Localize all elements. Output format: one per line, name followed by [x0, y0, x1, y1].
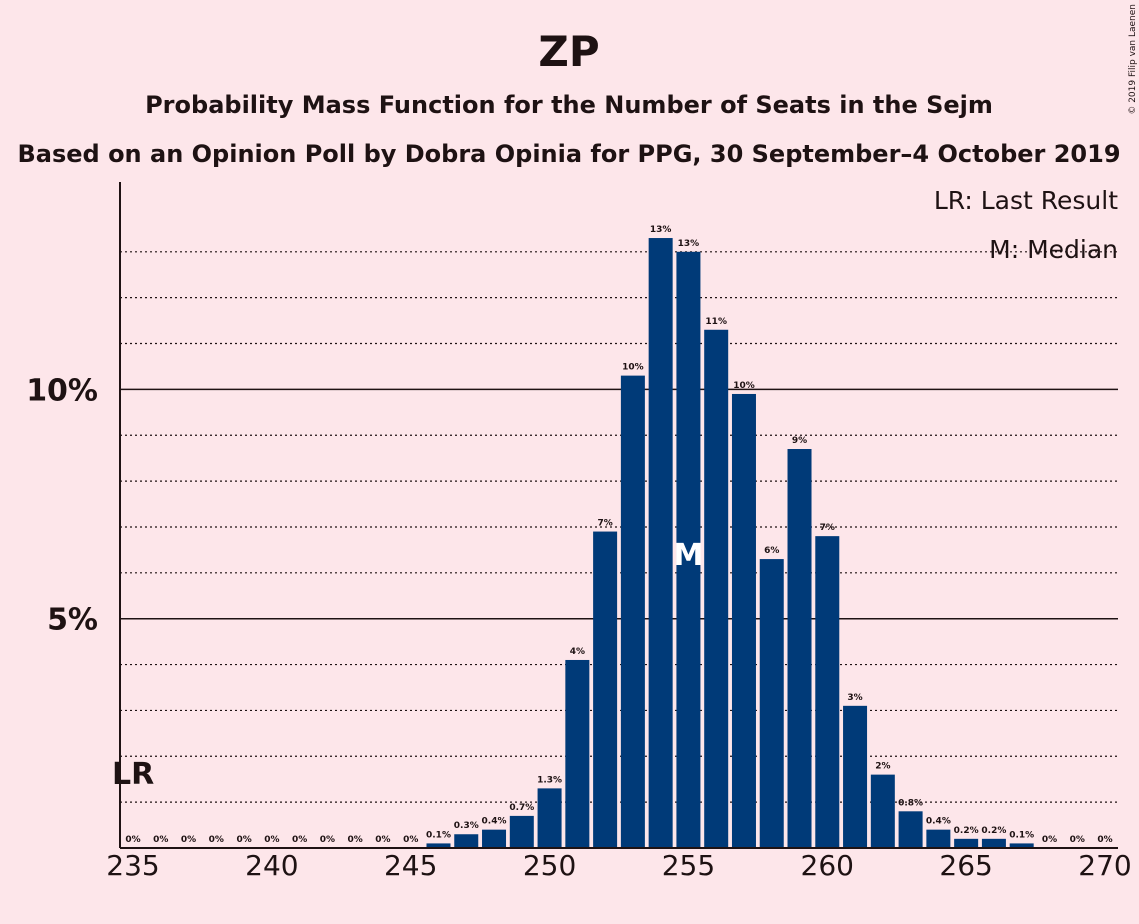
bar-label-seat-270: 0% [1097, 835, 1112, 845]
bar-seat-259 [787, 449, 812, 848]
bar-seat-250 [537, 788, 562, 848]
bar-label-seat-264: 0.4% [926, 817, 951, 827]
chart-subtitle-poll: Based on an Opinion Poll by Dobra Opinia… [17, 140, 1120, 168]
median-marker: M [673, 538, 703, 573]
bar-label-seat-259: 9% [792, 436, 807, 446]
bar-label-seat-251: 4% [570, 647, 585, 657]
bar-seat-253 [620, 375, 645, 848]
bar-seat-262 [870, 774, 895, 848]
bar-label-seat-260: 7% [820, 523, 835, 533]
bar-label-seat-246: 0.1% [426, 830, 451, 840]
chart-subtitle: Probability Mass Function for the Number… [145, 91, 993, 119]
y-tick-label-10: 10% [26, 373, 98, 408]
legend-median: M: Median [989, 235, 1118, 264]
bar-label-seat-240: 0% [264, 835, 279, 845]
bar-label-seat-265: 0.2% [954, 826, 979, 836]
bar-label-seat-238: 0% [209, 835, 224, 845]
x-tick-label-240: 240 [245, 849, 298, 882]
bar-label-seat-243: 0% [348, 835, 363, 845]
bar-label-seat-255: 13% [678, 239, 700, 249]
bar-seat-249 [509, 815, 534, 848]
bar-seat-258 [759, 559, 784, 848]
bar-label-seat-237: 0% [181, 835, 196, 845]
bar-label-seat-262: 2% [875, 762, 890, 772]
bar-seat-255 [676, 251, 701, 849]
bar-label-seat-257: 10% [733, 381, 755, 391]
chart-title: ZP [538, 27, 599, 76]
bar-label-seat-261: 3% [847, 693, 862, 703]
bar-label-seat-253: 10% [622, 363, 644, 373]
x-tick-label-250: 250 [523, 849, 576, 882]
bar-label-seat-244: 0% [375, 835, 390, 845]
bar-seat-248 [482, 829, 507, 848]
bar-seat-254 [648, 238, 673, 848]
bar-seat-267 [1009, 843, 1034, 848]
x-tick-label-255: 255 [662, 849, 715, 882]
bar-label-seat-235: 0% [125, 835, 140, 845]
bar-seat-251 [565, 659, 590, 848]
bar-label-seat-241: 0% [292, 835, 307, 845]
bar-label-seat-269: 0% [1070, 835, 1085, 845]
x-tick-label-245: 245 [384, 849, 437, 882]
x-tick-label-260: 260 [801, 849, 854, 882]
bar-seat-266 [981, 838, 1006, 848]
bar-label-seat-247: 0.3% [454, 821, 479, 831]
bar-label-seat-258: 6% [764, 546, 779, 556]
axes-group: 235 240 245 250 255 260 265 270 5% 10% [26, 182, 1132, 882]
bar-label-seat-263: 0.8% [898, 798, 923, 808]
bar-seat-256 [704, 329, 729, 848]
bar-label-seat-239: 0% [236, 835, 251, 845]
x-tick-label-270: 270 [1078, 849, 1131, 882]
bar-label-seat-254: 13% [650, 225, 672, 235]
bar-label-seat-266: 0.2% [981, 826, 1006, 836]
bar-label-seat-252: 7% [597, 519, 612, 529]
last-result-marker: LR [112, 757, 154, 792]
bar-labels-group: 0% 0% 0% 0% 0% 0% 0% 0% 0% 0% 0% 0.1%0.3% 0.4%0.7%1.… [125, 225, 1112, 845]
bar-seat-247 [454, 834, 479, 848]
bar-label-seat-250: 1.3% [537, 775, 562, 785]
copyright-credit: © 2019 Filip van Laenen [1128, 4, 1138, 115]
bar-label-seat-245: 0% [403, 835, 418, 845]
bars-group [426, 238, 1034, 849]
bar-seat-260 [815, 536, 840, 848]
x-tick-label-265: 265 [939, 849, 992, 882]
bar-seat-264 [926, 829, 951, 848]
bar-label-seat-236: 0% [153, 835, 168, 845]
bar-label-seat-268: 0% [1042, 835, 1057, 845]
bar-seat-252 [593, 531, 618, 848]
bar-label-seat-242: 0% [320, 835, 335, 845]
grid-lines [120, 251, 1118, 803]
bar-seat-265 [954, 838, 979, 848]
bar-label-seat-248: 0.4% [482, 817, 507, 827]
bar-seat-263 [898, 811, 923, 848]
y-tick-label-5: 5% [47, 603, 98, 638]
bar-label-seat-249: 0.7% [509, 803, 534, 813]
x-tick-label-235: 235 [106, 849, 159, 882]
bar-seat-246 [426, 843, 451, 848]
legend-last-result: LR: Last Result [934, 186, 1118, 215]
bar-label-seat-256: 11% [705, 317, 727, 327]
bar-seat-257 [731, 393, 756, 848]
bar-seat-261 [843, 705, 868, 848]
bar-label-seat-267: 0.1% [1009, 830, 1034, 840]
